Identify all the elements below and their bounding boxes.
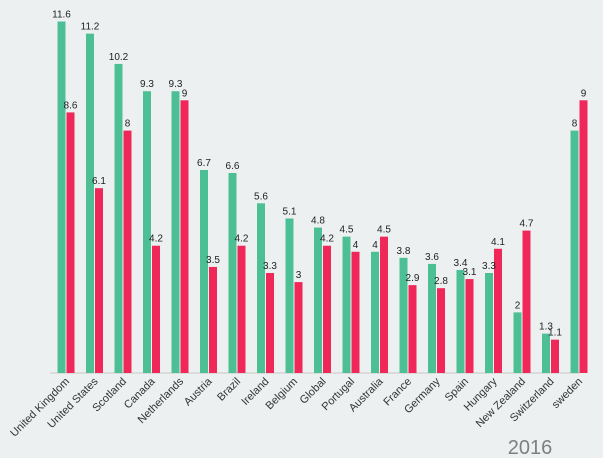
value-label-austria-series-1: 6.7 [197,158,211,169]
value-label-hungary-series-2: 4.1 [491,237,505,248]
value-label-united-states-series-1: 11.2 [81,22,100,33]
value-label-portugal-series-2: 4 [353,240,359,251]
value-label-ireland-series-1: 5.6 [254,191,268,202]
value-label-sweden-series-1: 8 [572,119,578,130]
bar-germany-series-2 [437,288,445,373]
value-label-germany-series-2: 2.8 [434,276,448,287]
value-label-france-series-1: 3.8 [397,246,411,257]
value-label-switzerland-series-2: 1.1 [548,328,562,339]
value-label-brazil-series-2: 4.2 [235,234,249,245]
bar-austria-series-2 [209,266,217,373]
bar-hungary-series-1 [485,273,493,373]
value-label-scotland-series-1: 10.2 [109,52,129,63]
value-label-united-states-series-2: 6.1 [92,176,106,187]
bar-spain-series-2 [465,279,474,373]
value-label-france-series-2: 2.9 [406,273,420,284]
value-label-spain-series-1: 3.4 [454,258,468,269]
bar-switzerland-series-2 [551,339,559,373]
value-label-canada-series-2: 4.2 [149,234,163,245]
bar-france-series-2 [408,285,417,373]
value-label-spain-series-2: 3.1 [463,267,477,278]
value-label-australia-series-2: 4.5 [377,225,391,236]
bar-united-states-series-2 [95,188,103,373]
category-label-sweden: sweden [550,376,585,411]
bar-brazil-series-1 [228,173,237,373]
bar-ireland-series-2 [266,273,274,373]
bar-portugal-series-1 [342,236,351,373]
value-label-new-zealand-series-2: 4.7 [520,219,534,230]
value-label-netherlands-series-1: 9.3 [169,79,183,90]
value-label-portugal-series-1: 4.5 [340,225,354,236]
bar-france-series-1 [399,257,408,373]
value-label-austria-series-2: 3.5 [206,255,220,266]
category-label-belgium: Belgium [264,376,301,413]
value-label-netherlands-series-2: 9 [182,88,188,99]
value-label-australia-series-1: 4 [372,240,378,251]
value-label-belgium-series-2: 3 [296,270,302,281]
bar-new-zealand-series-2 [522,230,531,373]
bar-sweden-series-1 [570,130,579,373]
bar-new-zealand-series-1 [513,312,522,373]
bar-brazil-series-2 [237,245,246,373]
bar-netherlands-series-1 [171,91,180,374]
value-label-brazil-series-1: 6.6 [226,161,240,172]
value-label-scotland-series-2: 8 [125,119,131,130]
bar-hungary-series-2 [494,248,502,373]
bar-ireland-series-1 [257,203,265,373]
value-label-new-zealand-series-1: 2 [515,300,521,311]
value-label-belgium-series-1: 5.1 [283,206,297,217]
bar-belgium-series-1 [285,218,294,373]
value-label-sweden-series-2: 9 [581,88,587,99]
value-label-global-series-1: 4.8 [311,216,325,227]
bar-united-kingdom-series-2 [66,112,75,374]
bar-scotland-series-2 [123,130,132,373]
value-labels-group: 11.68.611.26.110.289.34.29.396.73.56.64.… [52,10,587,339]
bar-austria-series-1 [200,169,208,373]
category-label-austria: Austria [182,375,215,408]
bar-portugal-series-2 [351,251,360,373]
value-label-switzerland-series-1: 1.3 [539,322,553,333]
value-label-united-kingdom-series-2: 8.6 [64,100,78,111]
bar-belgium-series-2 [294,282,303,373]
value-label-canada-series-1: 9.3 [140,79,154,90]
bar-canada-series-1 [143,91,151,374]
bar-spain-series-1 [456,269,465,373]
bar-canada-series-2 [152,245,160,373]
bar-australia-series-2 [380,236,388,373]
value-label-hungary-series-1: 3.3 [482,261,496,272]
bar-germany-series-1 [428,263,436,373]
bar-united-states-series-1 [86,33,94,373]
bar-scotland-series-1 [114,63,123,373]
value-label-ireland-series-2: 3.3 [263,261,277,272]
bars-group [57,21,588,374]
value-label-germany-series-1: 3.6 [425,252,439,263]
value-label-united-kingdom-series-1: 11.6 [52,10,71,21]
bar-global-series-2 [323,245,331,373]
bar-switzerland-series-1 [542,333,550,373]
bar-sweden-series-2 [579,100,588,374]
bar-australia-series-1 [371,251,379,373]
bar-netherlands-series-2 [180,100,189,374]
value-label-global-series-2: 4.2 [320,234,334,245]
bar-global-series-1 [314,227,322,373]
bar-united-kingdom-series-1 [57,21,66,374]
year-annotation: 2016 [508,437,553,458]
